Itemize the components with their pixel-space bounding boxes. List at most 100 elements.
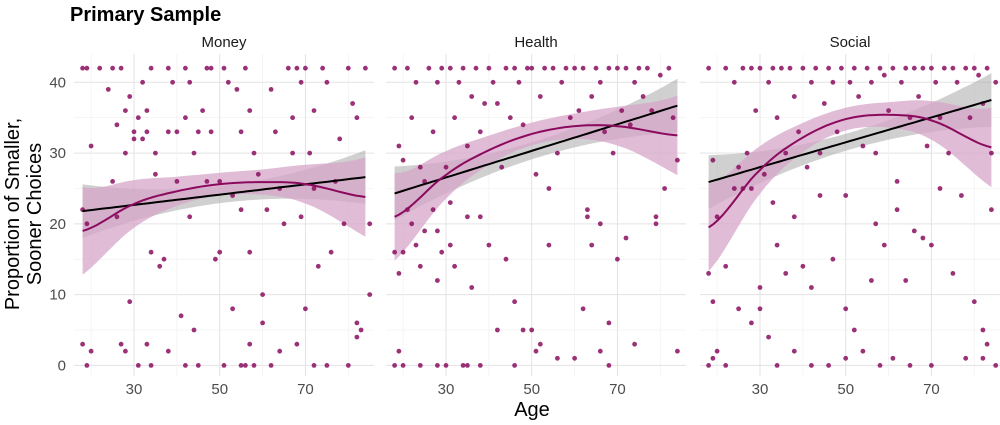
- data-point: [435, 278, 440, 283]
- data-point: [967, 115, 973, 121]
- data-point: [273, 129, 278, 135]
- data-point: [821, 101, 827, 106]
- data-point: [482, 101, 487, 106]
- x-tick-label: 70: [609, 381, 626, 398]
- y-tick-label: 10: [49, 287, 66, 304]
- data-point: [144, 341, 150, 347]
- data-point: [354, 320, 360, 326]
- data-point: [989, 150, 994, 156]
- data-point: [619, 108, 625, 113]
- data-point: [447, 65, 453, 71]
- data-point: [285, 65, 291, 71]
- data-point: [367, 292, 373, 297]
- data-point: [178, 313, 184, 319]
- data-point: [294, 65, 300, 71]
- data-point: [503, 256, 509, 262]
- data-point: [435, 228, 440, 234]
- x-tick-label: 70: [297, 381, 314, 398]
- data-point: [123, 348, 128, 354]
- data-point: [447, 200, 453, 206]
- data-point: [520, 327, 526, 333]
- data-point: [937, 186, 943, 191]
- data-point: [971, 65, 977, 71]
- data-point: [770, 65, 776, 71]
- data-points: [392, 65, 680, 368]
- data-point: [899, 79, 904, 85]
- data-point: [749, 65, 754, 71]
- data-point: [341, 221, 347, 227]
- data-point: [400, 157, 406, 163]
- data-point: [243, 363, 248, 368]
- data-point: [477, 129, 483, 135]
- data-point: [486, 65, 492, 71]
- data-point: [324, 363, 330, 368]
- data-point: [144, 129, 150, 135]
- data-point: [804, 164, 810, 170]
- data-point: [774, 242, 780, 248]
- data-point: [817, 150, 823, 156]
- quadratic-fit-ci-band: [82, 157, 366, 275]
- data-point: [443, 164, 449, 170]
- data-point: [731, 79, 737, 85]
- data-point: [653, 221, 659, 227]
- data-point: [140, 79, 146, 85]
- x-tick-label: 30: [438, 381, 455, 398]
- data-point: [963, 355, 969, 361]
- data-point: [542, 65, 547, 71]
- data-point: [606, 65, 612, 71]
- data-point: [929, 242, 934, 248]
- data-point: [153, 150, 158, 156]
- data-point: [657, 72, 663, 78]
- data-point: [417, 164, 423, 170]
- y-tick-label: 0: [58, 357, 66, 374]
- data-point: [324, 79, 330, 85]
- data-point: [989, 207, 994, 213]
- data-point: [465, 143, 470, 149]
- data-point: [127, 299, 133, 305]
- data-point: [148, 65, 154, 71]
- data-point: [251, 150, 257, 156]
- data-point: [105, 87, 111, 92]
- data-point: [920, 65, 926, 71]
- data-point: [311, 186, 317, 191]
- data-point: [615, 65, 620, 71]
- data-point: [238, 363, 244, 368]
- data-point: [490, 79, 496, 85]
- data-point: [886, 108, 891, 113]
- data-point: [315, 263, 321, 269]
- quadratic-fit-ci-band: [708, 100, 992, 272]
- data-point: [328, 249, 334, 255]
- data-point: [439, 65, 445, 71]
- data-point: [217, 179, 223, 184]
- data-point: [213, 256, 218, 262]
- data-point: [550, 65, 556, 71]
- data-point: [422, 179, 427, 184]
- data-point: [529, 327, 535, 333]
- data-point: [281, 221, 287, 227]
- data-point: [264, 207, 270, 213]
- data-point: [135, 363, 141, 368]
- data-point: [123, 108, 128, 113]
- data-point: [495, 101, 500, 106]
- data-point: [303, 65, 308, 71]
- data-point: [920, 235, 926, 241]
- data-point: [174, 179, 180, 184]
- data-point: [675, 348, 680, 354]
- data-point: [405, 65, 410, 71]
- data-point: [409, 115, 415, 121]
- data-point: [903, 65, 909, 71]
- data-point: [413, 79, 419, 85]
- data-point: [153, 171, 158, 177]
- data-point: [350, 101, 355, 106]
- data-point: [307, 150, 313, 156]
- data-point: [976, 72, 981, 78]
- data-point: [980, 355, 986, 361]
- x-axis-title: Age: [514, 399, 550, 421]
- panel-title: Health: [514, 34, 557, 51]
- data-point: [525, 65, 530, 71]
- data-point: [114, 122, 120, 128]
- data-point: [830, 79, 836, 85]
- data-point: [303, 306, 308, 312]
- data-point: [597, 221, 603, 227]
